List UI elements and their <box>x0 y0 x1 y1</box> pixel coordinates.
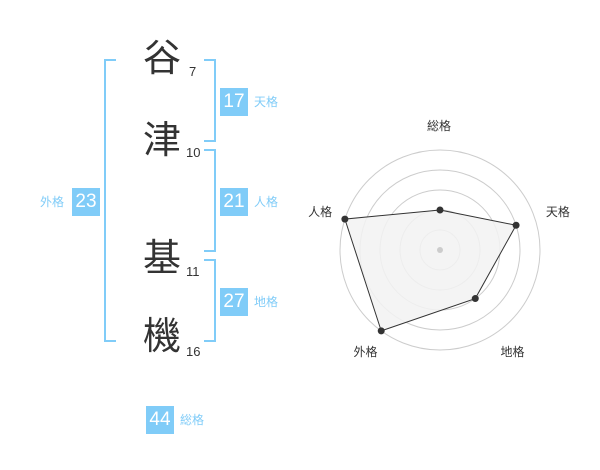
gaikaku-label: 外格 <box>40 195 65 209</box>
radar-area <box>344 209 517 332</box>
soukaku-value: 44 <box>146 406 174 434</box>
radar-axis-label: 天格 <box>545 205 570 220</box>
radar-axis-label: 総格 <box>427 119 452 133</box>
soukaku-label: 総格 <box>180 413 205 427</box>
radar-point <box>341 215 349 223</box>
radar-ring <box>339 149 541 351</box>
name-char: 津 <box>142 118 181 162</box>
chikaku-bracket <box>204 259 216 342</box>
tenkaku-bracket <box>204 59 216 142</box>
tenkaku-value: 17 <box>220 88 248 116</box>
name-char: 谷 <box>142 36 181 80</box>
radar-point <box>436 206 444 214</box>
radar-axis-label: 外格 <box>353 345 378 360</box>
radar-axis-label: 人格 <box>308 205 333 220</box>
chikaku-label: 地格 <box>254 295 279 309</box>
radar-point <box>471 295 479 303</box>
chikaku-value: 27 <box>220 288 248 316</box>
name-char: 基 <box>142 236 181 280</box>
gaikaku-bracket <box>104 59 116 342</box>
radar-center <box>437 247 443 253</box>
stroke-count: 10 <box>186 145 201 160</box>
jinkaku-bracket <box>204 149 216 252</box>
radar-point <box>377 327 385 335</box>
gaikaku-value: 23 <box>72 188 100 216</box>
radar-point <box>512 221 520 229</box>
jinkaku-value: 21 <box>220 188 248 216</box>
radar-axis-label: 地格 <box>500 345 525 360</box>
tenkaku-label: 天格 <box>254 95 279 109</box>
jinkaku-label: 人格 <box>254 195 279 209</box>
stroke-count: 7 <box>189 64 197 79</box>
name-char: 機 <box>142 314 181 358</box>
stroke-count: 11 <box>186 264 200 279</box>
stroke-count: 16 <box>186 344 201 359</box>
